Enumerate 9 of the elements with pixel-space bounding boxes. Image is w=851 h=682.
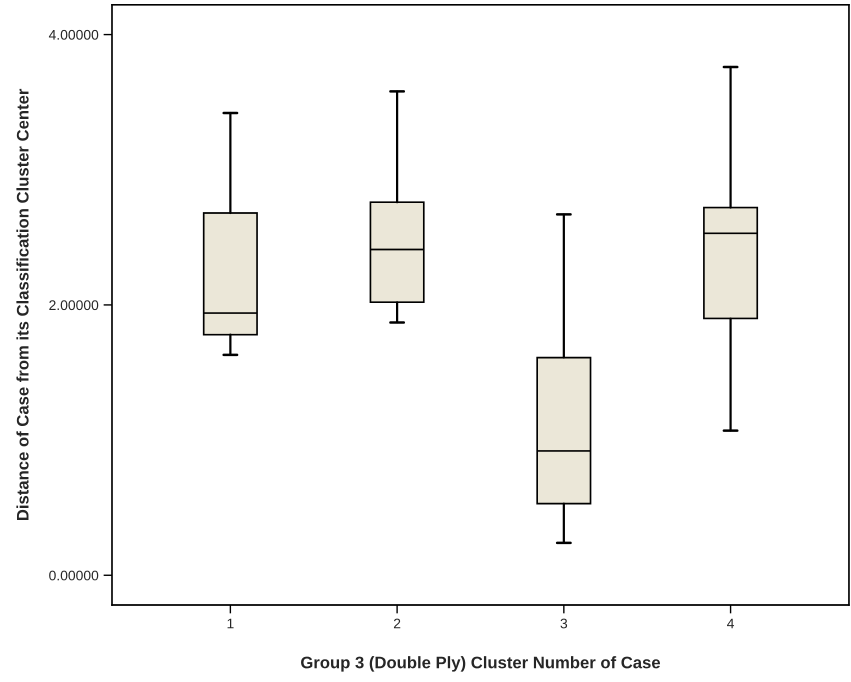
- x-axis-title: Group 3 (Double Ply) Cluster Number of Case: [301, 656, 660, 672]
- y-tick-label: 4.00000: [48, 30, 98, 40]
- x-tick-label: 2: [394, 618, 400, 628]
- x-tick-label: 4: [727, 618, 734, 628]
- y-tick-label: 0.00000: [49, 570, 98, 580]
- x-tick-label: 3: [560, 618, 568, 628]
- y-tick-label: 2.00000: [49, 300, 98, 310]
- y-axis-title: Distance of Case from its Classification Cluster Center: [16, 88, 29, 520]
- x-tick-label: 1: [228, 618, 234, 628]
